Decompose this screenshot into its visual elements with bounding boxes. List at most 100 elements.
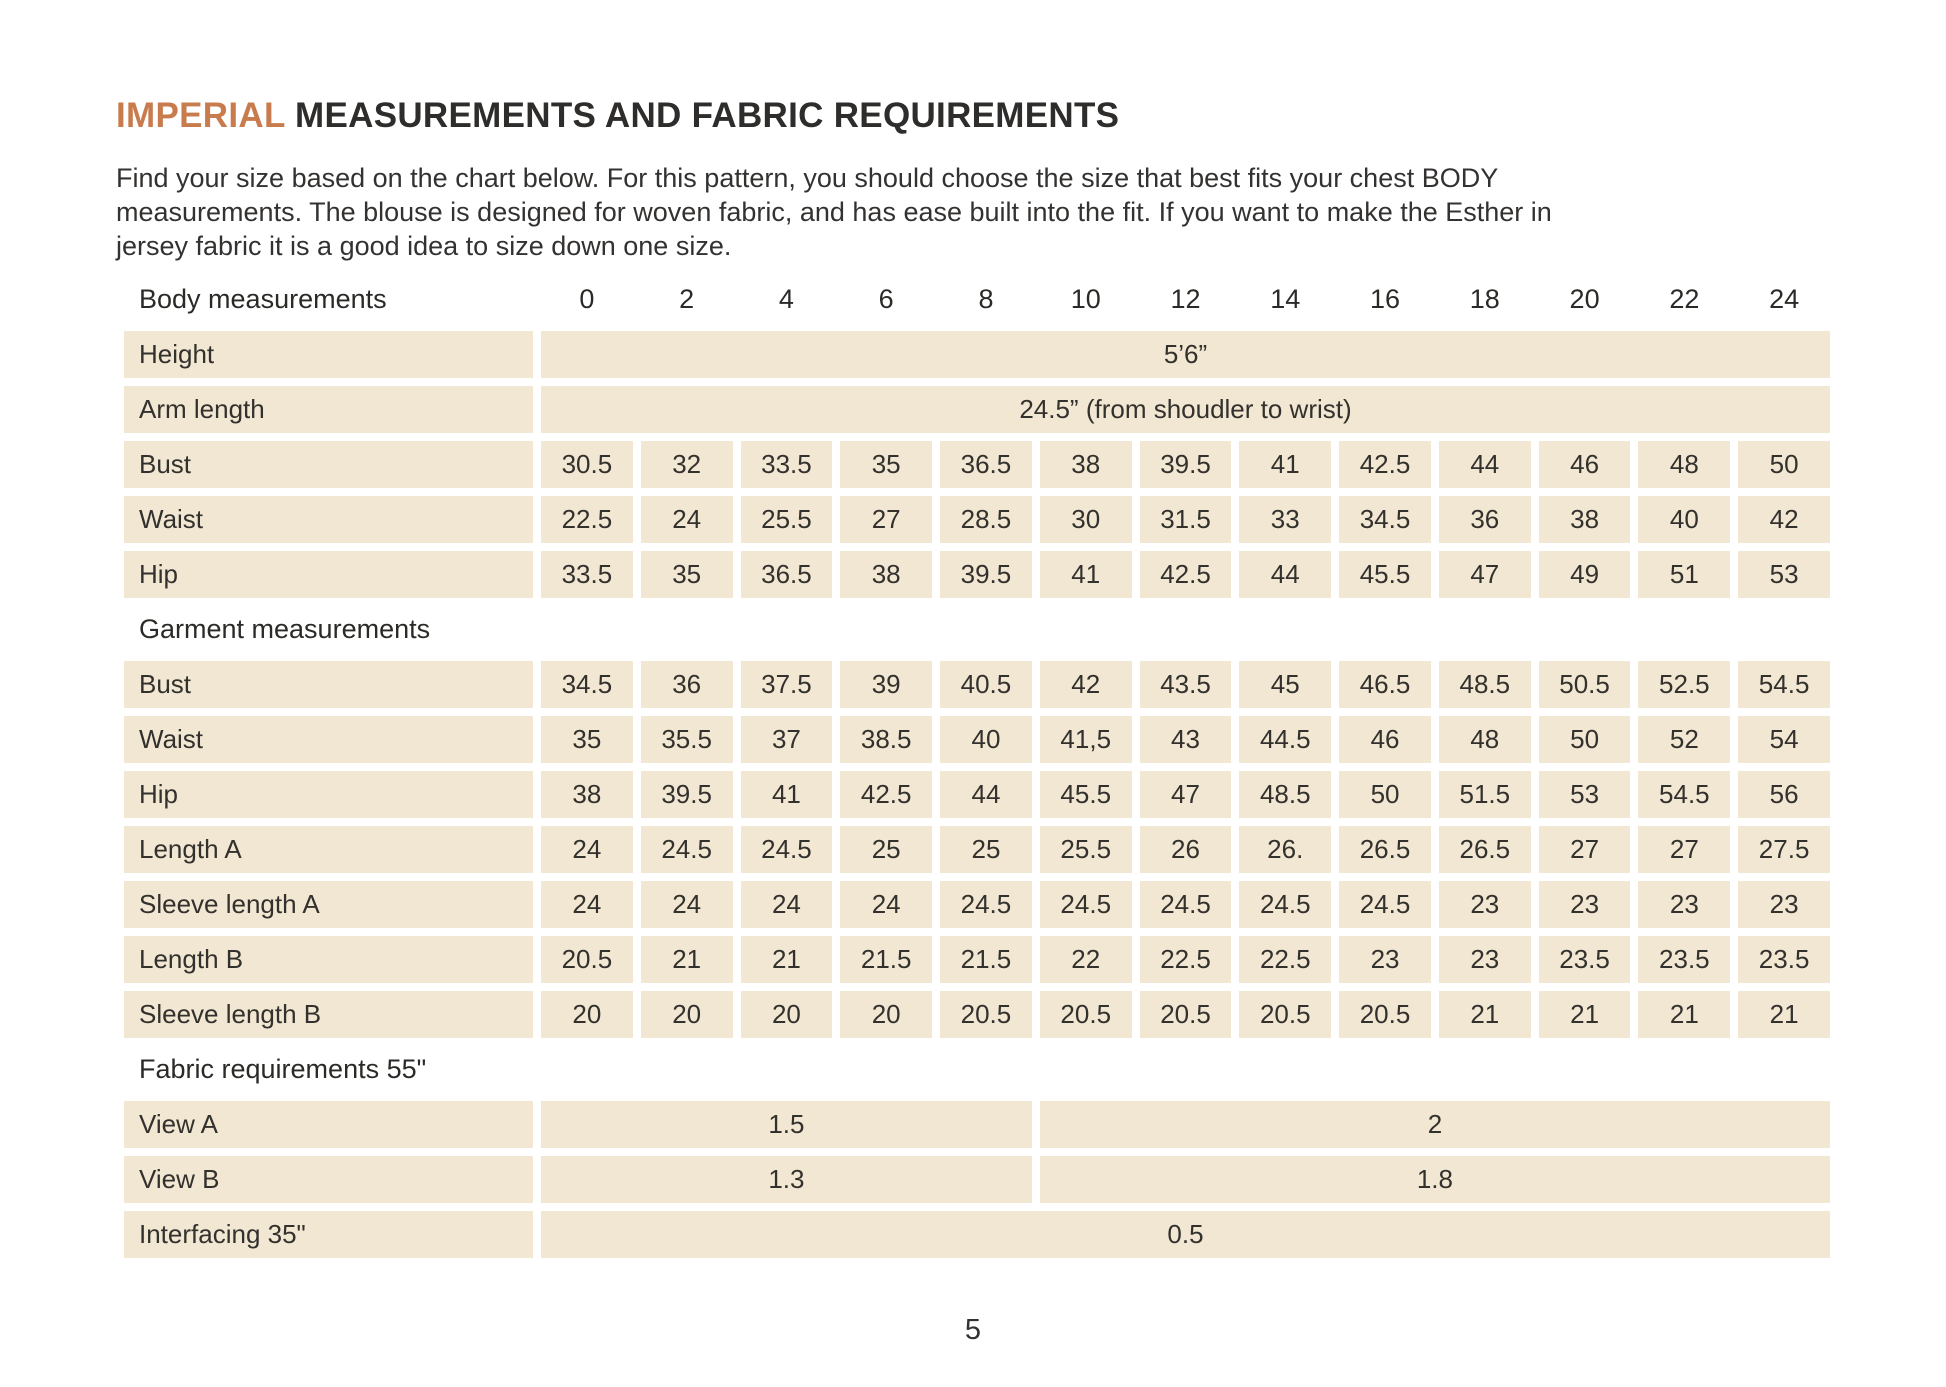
size-column-header: 0 <box>579 284 595 314</box>
size-value-cell: 53 <box>1538 771 1631 818</box>
size-value-cell: 26. <box>1239 826 1332 873</box>
size-value-cell: 38 <box>840 551 933 598</box>
size-value-cell: 34.5 <box>541 661 633 708</box>
size-value-cell: 40 <box>1638 496 1731 543</box>
merged-value-cell: 0.5 <box>541 1211 1830 1258</box>
size-value-cell: 21.5 <box>840 936 933 983</box>
title-accent: IMPERIAL <box>116 96 285 135</box>
size-value-cell: 20.5 <box>1239 991 1332 1038</box>
size-value-cell: 50 <box>1738 441 1830 488</box>
size-value-cell: 23.5 <box>1638 936 1731 983</box>
size-value-cell: 33.5 <box>740 441 833 488</box>
size-column-header: 22 <box>1669 284 1700 314</box>
size-column-header: 14 <box>1270 284 1301 314</box>
size-value-cell: 31.5 <box>1139 496 1232 543</box>
merged-value-cell: 2 <box>1039 1101 1830 1148</box>
row-label: Interfacing 35" <box>124 1211 533 1258</box>
row-label: Hip <box>124 551 533 598</box>
size-value-cell: 39.5 <box>1139 441 1232 488</box>
size-value-cell: 42.5 <box>840 771 933 818</box>
size-value-cell: 45 <box>1239 661 1332 708</box>
size-value-cell: 22 <box>1039 936 1132 983</box>
size-value-cell: 41 <box>1239 441 1332 488</box>
section-header: Fabric requirements 55" <box>139 1054 427 1084</box>
size-value-cell: 38 <box>1538 496 1631 543</box>
row-label: Length B <box>124 936 533 983</box>
size-value-cell: 34.5 <box>1339 496 1431 543</box>
size-value-cell: 20.5 <box>1139 991 1232 1038</box>
size-value-cell: 35 <box>840 441 933 488</box>
size-value-cell: 47 <box>1438 551 1531 598</box>
row-label: Arm length <box>124 386 533 433</box>
size-value-cell: 52.5 <box>1638 661 1731 708</box>
size-value-cell: 36.5 <box>740 551 833 598</box>
size-value-cell: 21 <box>640 936 733 983</box>
size-value-cell: 40 <box>940 716 1032 763</box>
page-number: 5 <box>964 1314 982 1346</box>
size-value-cell: 36 <box>640 661 733 708</box>
size-value-cell: 27 <box>840 496 933 543</box>
size-value-cell: 46 <box>1339 716 1431 763</box>
size-value-cell: 24.5 <box>1239 881 1332 928</box>
size-value-cell: 21 <box>1638 991 1731 1038</box>
size-value-cell: 27.5 <box>1738 826 1830 873</box>
size-value-cell: 45.5 <box>1039 771 1132 818</box>
page-title: IMPERIAL MEASUREMENTS AND FABRIC REQUIRE… <box>116 96 1119 136</box>
size-value-cell: 56 <box>1738 771 1830 818</box>
size-value-cell: 21 <box>740 936 833 983</box>
size-value-cell: 51.5 <box>1438 771 1531 818</box>
size-value-cell: 49 <box>1538 551 1631 598</box>
size-value-cell: 50 <box>1538 716 1631 763</box>
size-value-cell: 23 <box>1638 881 1731 928</box>
size-column-header: 20 <box>1569 284 1600 314</box>
size-value-cell: 27 <box>1538 826 1631 873</box>
size-value-cell: 24.5 <box>640 826 733 873</box>
size-value-cell: 43 <box>1139 716 1232 763</box>
size-value-cell: 35.5 <box>640 716 733 763</box>
size-chart-table: Body measurements 0 2 4 6 8 10 12 14 16 18 20 22 24 He… <box>124 276 1830 1258</box>
merged-value-cell: 5’6” <box>541 331 1830 378</box>
size-value-cell: 38.5 <box>840 716 933 763</box>
size-value-cell: 21 <box>1438 991 1531 1038</box>
size-value-cell: 38 <box>541 771 633 818</box>
size-value-cell: 37.5 <box>740 661 833 708</box>
size-value-cell: 20 <box>640 991 733 1038</box>
size-value-cell: 24.5 <box>740 826 833 873</box>
size-value-cell: 23.5 <box>1738 936 1830 983</box>
size-value-cell: 24 <box>740 881 833 928</box>
size-value-cell: 24 <box>640 881 733 928</box>
merged-value-cell: 1.8 <box>1039 1156 1830 1203</box>
size-value-cell: 20 <box>740 991 833 1038</box>
row-label: Waist <box>124 716 533 763</box>
size-value-cell: 22.5 <box>1239 936 1332 983</box>
size-value-cell: 37 <box>740 716 833 763</box>
row-label: Height <box>124 331 533 378</box>
size-value-cell: 20 <box>541 991 633 1038</box>
size-value-cell: 21.5 <box>940 936 1032 983</box>
size-value-cell: 25.5 <box>1039 826 1132 873</box>
size-value-cell: 54.5 <box>1738 661 1830 708</box>
size-value-cell: 21 <box>1538 991 1631 1038</box>
intro-line-3: jersey fabric it is a good idea to size … <box>116 231 732 261</box>
size-column-header: 24 <box>1769 284 1800 314</box>
size-value-cell: 44.5 <box>1239 716 1332 763</box>
size-value-cell: 36.5 <box>940 441 1032 488</box>
size-value-cell: 25 <box>940 826 1032 873</box>
size-value-cell: 24.5 <box>940 881 1032 928</box>
row-label: Sleeve length A <box>124 881 533 928</box>
size-value-cell: 44 <box>1239 551 1332 598</box>
row-label: Sleeve length B <box>124 991 533 1038</box>
size-column-header: 8 <box>978 284 994 314</box>
size-value-cell: 24 <box>541 881 633 928</box>
size-value-cell: 23 <box>1738 881 1830 928</box>
intro-paragraph: Find your size based on the chart below.… <box>116 161 1552 263</box>
size-value-cell: 20 <box>840 991 933 1038</box>
size-value-cell: 30 <box>1039 496 1132 543</box>
intro-line-2: measurements. The blouse is designed for… <box>116 197 1552 227</box>
size-value-cell: 38 <box>1039 441 1132 488</box>
size-value-cell: 52 <box>1638 716 1731 763</box>
size-value-cell: 33.5 <box>541 551 633 598</box>
size-value-cell: 48 <box>1438 716 1531 763</box>
size-value-cell: 24 <box>640 496 733 543</box>
